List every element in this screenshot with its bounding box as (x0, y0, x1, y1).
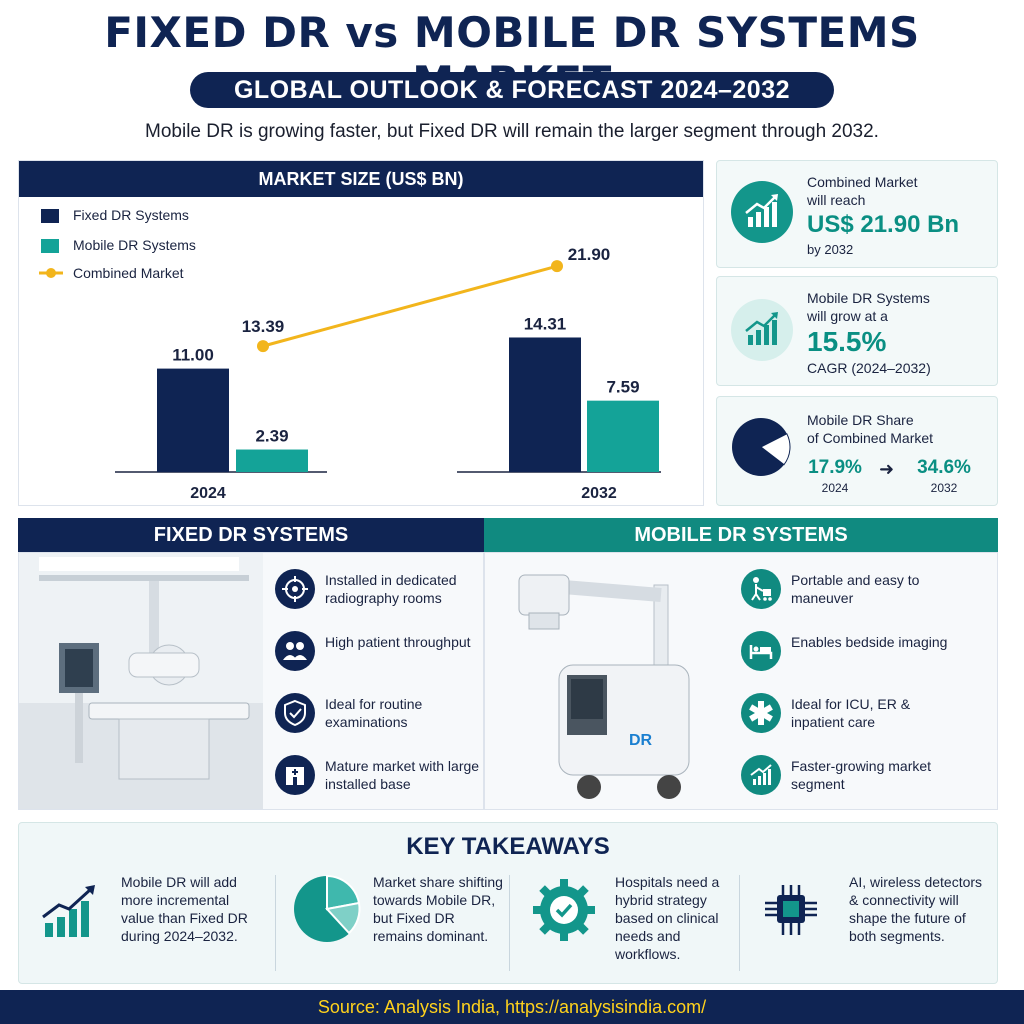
share-to-value: 34.6% (917, 457, 971, 478)
pie-icon (732, 418, 791, 476)
bar-value-label: 14.31 (524, 314, 567, 333)
combined-market-card: Combined Market will reach US$ 21.90 Bn … (716, 160, 998, 268)
fixed-xray-room-image (19, 553, 263, 809)
fixed-feature-text: Ideal for routine examinations (325, 696, 423, 730)
combined-value-label: 21.90 (568, 245, 611, 264)
gear-check-icon (533, 879, 595, 941)
fixed-feature-rooms: Installed in dedicated radiography rooms (275, 567, 495, 617)
mobile-feature-growth: Faster-growing market segment (741, 753, 961, 803)
takeaways-title: KEY TAKEAWAYS (406, 833, 610, 860)
people-icon (275, 631, 315, 671)
mobile-feature-text: Enables bedside imaging (791, 634, 948, 650)
bar-fixed-dr (157, 368, 229, 472)
mobile-cagr-card: Mobile DR Systems will grow at a 15.5% C… (716, 276, 998, 386)
mobile-dr-heading: MOBILE DR SYSTEMS (484, 518, 998, 552)
combined-line2: will reach (807, 192, 866, 208)
x-tick-label: 2032 (581, 485, 617, 502)
arrow-right-icon: ➜ (879, 459, 895, 479)
bar-value-label: 7.59 (606, 378, 639, 397)
growth-chart-icon (731, 181, 793, 243)
target-icon (275, 569, 315, 609)
growth-chart-icon (741, 755, 781, 795)
takeaway-divider (739, 875, 740, 971)
combined-point (551, 260, 563, 273)
cagr-line3: CAGR (2024–2032) (807, 360, 931, 376)
pie-icon (294, 874, 361, 942)
cagr-value: 15.5% (807, 326, 887, 357)
chip-icon (765, 885, 817, 935)
cagr-line2: will grow at a (807, 308, 888, 324)
takeaway-text: Mobile DR will add more incremental valu… (121, 874, 248, 944)
legend-label: Mobile DR Systems (73, 237, 196, 253)
bar-mobile-dr (236, 449, 308, 472)
x-tick-label: 2024 (190, 485, 226, 502)
fixed-feature-throughput: High patient throughput (275, 629, 495, 679)
combined-point (257, 340, 269, 353)
mobile-dr-panel: DR Portable and easy to maneuver Enables… (484, 552, 998, 810)
fixed-dr-heading: FIXED DR SYSTEMS (18, 518, 484, 552)
share-line1: Mobile DR Share (807, 412, 914, 428)
mobile-xray-unit-image: DR (518, 574, 690, 799)
combined-line3: by 2032 (807, 242, 854, 257)
growth-chart-icon (42, 885, 95, 937)
combined-market-line (262, 264, 558, 348)
shield-check-icon (275, 693, 315, 733)
combined-value: US$ 21.90 Bn (807, 211, 960, 238)
takeaway-divider (509, 875, 510, 971)
share-from-year: 2024 (821, 481, 849, 495)
mobile-feature-text: Faster-growing market segment (791, 758, 932, 792)
legend-label: Fixed DR Systems (73, 207, 189, 223)
takeaway-text: AI, wireless detectors & connectivity wi… (849, 874, 983, 944)
chart-heading: MARKET SIZE (US$ BN) (19, 161, 703, 197)
legend-swatch (46, 268, 56, 278)
share-line2: of Combined Market (807, 430, 934, 446)
mobile-unit-label: DR (629, 732, 653, 749)
bar-value-label: 2.39 (255, 427, 288, 446)
bar-mobile-dr (587, 400, 659, 472)
mobile-feature-text: Ideal for ICU, ER & inpatient care (791, 696, 911, 730)
fixed-dr-panel: Installed in dedicated radiography rooms… (18, 552, 484, 810)
fixed-feature-text: High patient throughput (325, 634, 471, 650)
takeaway-text: Hospitals need a hybrid strategy based o… (615, 874, 720, 962)
medical-star-icon (741, 693, 781, 733)
fixed-feature-routine: Ideal for routine examinations (275, 691, 495, 741)
legend-swatch (41, 209, 59, 223)
hospital-icon (275, 755, 315, 795)
mobile-share-card: Mobile DR Share of Combined Market 17.9%… (716, 396, 998, 506)
legend-label: Combined Market (73, 265, 184, 281)
bar-fixed-dr (509, 337, 581, 472)
combined-value-label: 13.39 (242, 317, 285, 336)
cart-person-icon (741, 569, 781, 609)
fixed-feature-text: Mature market with large installed base (325, 758, 480, 792)
mobile-feature-text: Portable and easy to maneuver (791, 572, 920, 606)
key-takeaways-panel: KEY TAKEAWAYS Mobile DR will add more in… (18, 822, 998, 984)
mobile-feature-bedside: Enables bedside imaging (741, 629, 961, 679)
source-footer: Source: Analysis India, https://analysis… (0, 990, 1024, 1024)
bar-value-label: 11.00 (172, 346, 214, 365)
mobile-feature-portable: Portable and easy to maneuver (741, 567, 961, 617)
share-from-value: 17.9% (808, 457, 862, 478)
legend-swatch (41, 239, 59, 253)
cagr-line1: Mobile DR Systems (807, 290, 930, 306)
takeaway-text: Market share shifting towards Mobile DR,… (373, 874, 503, 944)
fixed-feature-text: Installed in dedicated radiography rooms (325, 572, 457, 606)
fixed-feature-mature: Mature market with large installed base (275, 753, 495, 803)
bed-icon (741, 631, 781, 671)
combined-line1: Combined Market (807, 174, 918, 190)
market-size-chart-panel: MARKET SIZE (US$ BN) Fixed DR Systems Mob… (18, 160, 704, 506)
market-size-chart: Fixed DR Systems Mobile DR Systems Combine… (39, 207, 661, 502)
growth-chart-icon (731, 299, 793, 361)
takeaway-divider (275, 875, 276, 971)
mobile-feature-icu: Ideal for ICU, ER & inpatient care (741, 691, 961, 741)
tagline: Mobile DR is growing faster, but Fixed D… (145, 121, 879, 142)
page-subtitle: GLOBAL OUTLOOK & FORECAST 2024–2032 (190, 72, 834, 108)
share-to-year: 2032 (930, 481, 958, 495)
